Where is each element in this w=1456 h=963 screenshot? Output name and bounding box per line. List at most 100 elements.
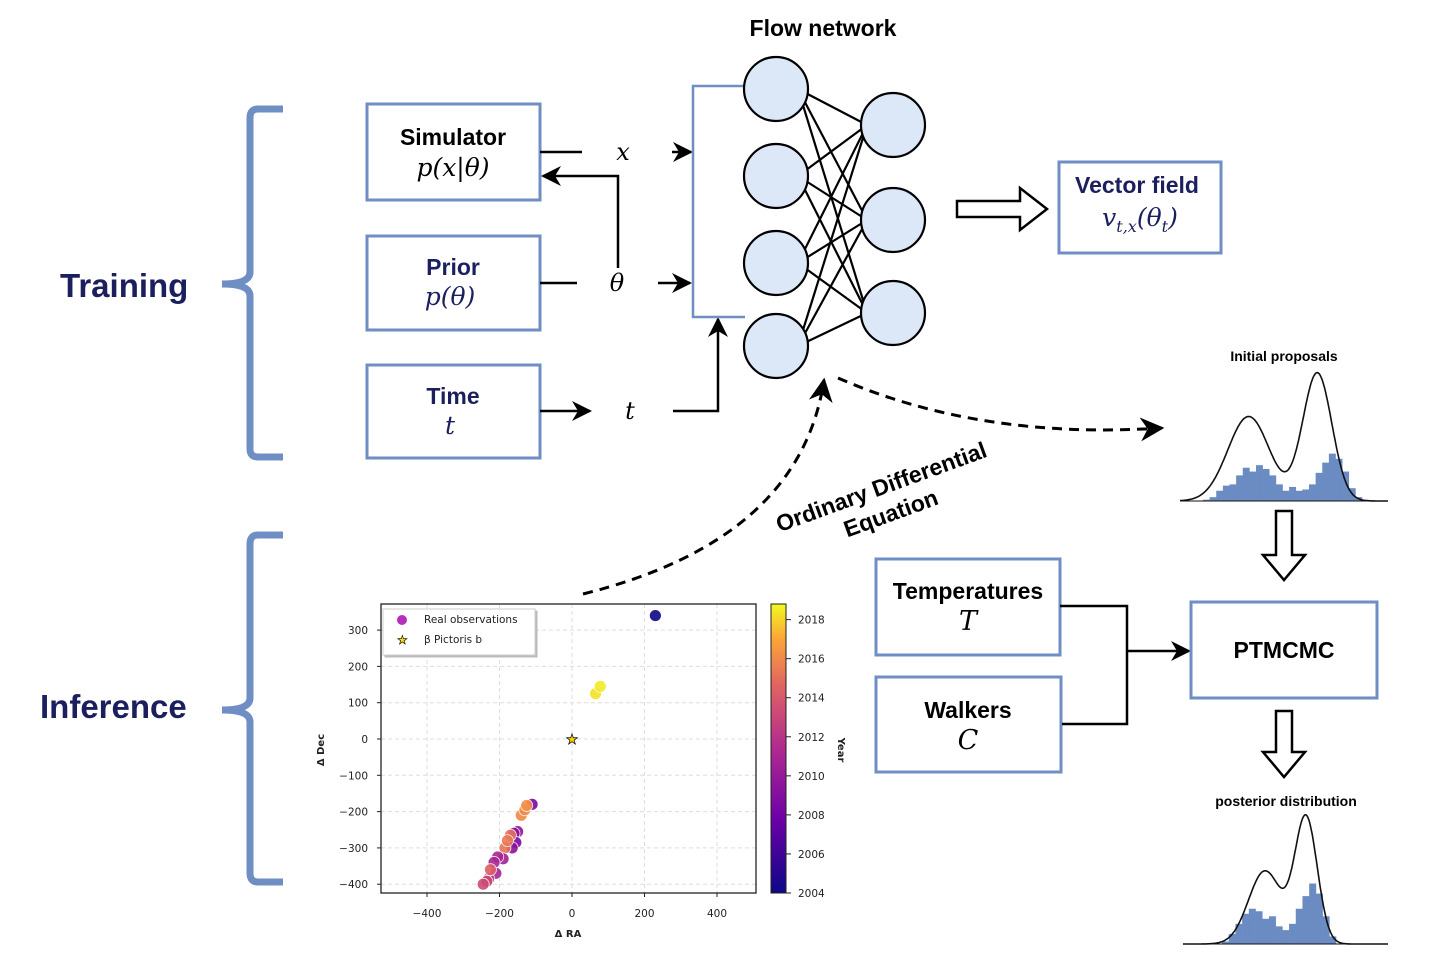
histogram-bar (1242, 467, 1250, 501)
histogram-bar (1222, 485, 1230, 501)
network-edge (797, 88, 868, 221)
network-edge (796, 88, 869, 314)
histogram-bar (1275, 926, 1283, 944)
x-tick-label: 0 (569, 908, 576, 920)
network-edge (797, 124, 868, 264)
y-tick-label: 0 (361, 734, 368, 746)
network-edge (797, 175, 868, 221)
x-tick-label: −400 (413, 908, 442, 920)
x-tick-label: 400 (707, 908, 727, 920)
histogram-bar (1242, 913, 1250, 944)
svg-text:p(θ): p(θ) (425, 282, 476, 311)
svg-text:t: t (445, 411, 456, 440)
inference-label: Inference (40, 688, 187, 725)
simulator-box: Simulator p(x|θ) (365, 102, 542, 202)
histogram-bar (1309, 484, 1316, 501)
svg-text:PTMCMC: PTMCMC (1234, 637, 1335, 663)
observation-point (476, 877, 490, 891)
theta-symbol: θ (610, 269, 625, 297)
colorbar-tick-label: 2008 (798, 810, 825, 822)
colorbar-tick-label: 2014 (798, 693, 825, 705)
x-symbol: x (616, 138, 630, 166)
observation-point (520, 799, 534, 812)
observation-point (648, 609, 662, 622)
network-edge (797, 262, 868, 314)
input-node (742, 229, 810, 297)
observation-point (593, 679, 607, 693)
ptmcmc-box: PTMCMC (1189, 600, 1379, 700)
histogram-bar (1302, 896, 1310, 944)
inference-brace (221, 531, 283, 886)
legend: Real observations ★ β Pictoris b (382, 608, 536, 656)
x-tick-label: −200 (485, 908, 514, 920)
svg-text:C: C (958, 725, 979, 756)
prior-box: Prior p(θ) (365, 234, 542, 332)
y-tick-label: −400 (339, 879, 368, 891)
flow-network (742, 55, 927, 380)
histogram-bar (1249, 471, 1257, 501)
colorbar-tick-label: 2006 (798, 849, 825, 861)
histogram-bar (1302, 489, 1310, 501)
network-edge (797, 219, 868, 347)
histogram-bar (1322, 916, 1330, 944)
svg-text:Temperatures: Temperatures (893, 578, 1043, 604)
input-node (742, 55, 810, 123)
input-connectors (540, 142, 728, 421)
histogram-bar (1295, 908, 1303, 944)
histogram-bar (1309, 883, 1317, 944)
input-bracket (691, 84, 745, 319)
posterior-title: posterior distribution (1215, 793, 1357, 809)
y-tick-label: 300 (348, 625, 368, 637)
density-curve (1180, 371, 1388, 502)
time-box: Time t (365, 363, 542, 460)
walkers-box: Walkers C (874, 675, 1063, 774)
legend-beta-pictoris: β Pictoris b (424, 634, 482, 646)
y-tick-label: −200 (339, 807, 368, 819)
histogram-bar (1216, 490, 1224, 501)
training-label: Training (60, 267, 188, 304)
svg-text:Vector field: Vector field (1075, 172, 1199, 198)
histogram-bar (1282, 490, 1290, 501)
network-edge (797, 124, 868, 177)
histogram-bar (1315, 893, 1323, 944)
histogram-bar (1262, 918, 1270, 944)
histogram-bar (1203, 499, 1210, 501)
svg-text:p(x|θ): p(x|θ) (416, 153, 489, 183)
hidden-node (859, 186, 927, 254)
network-edge (797, 219, 868, 264)
colorbar-tick-label: 2010 (798, 771, 825, 783)
histogram-bar (1329, 936, 1337, 944)
beta-pictoris-star-icon: ★ (566, 732, 579, 748)
initial-proposals-title: Initial proposals (1230, 348, 1338, 364)
histogram-bar (1282, 930, 1290, 944)
hollow-arrow-down-icon (1260, 509, 1308, 582)
plot-frame (380, 603, 757, 894)
training-brace (221, 105, 283, 461)
ode-label: Ordinary Differential Equation (772, 437, 990, 543)
svg-text:Time: Time (426, 383, 479, 409)
legend-real-observations: Real observations (424, 614, 518, 626)
posterior-histogram (1183, 814, 1388, 945)
histogram-bar (1222, 941, 1230, 944)
histogram-bar (1256, 465, 1263, 501)
histogram-bar (1322, 462, 1330, 501)
temperatures-box: Temperatures T (874, 557, 1062, 657)
initial-proposals-histogram (1180, 371, 1388, 502)
svg-text:Simulator: Simulator (400, 124, 506, 150)
observation-point (484, 863, 497, 877)
density-curve (1183, 814, 1388, 945)
dashed-arrow-to-proposals (837, 376, 1165, 442)
histogram-bar (1235, 923, 1243, 944)
histogram-bar (1289, 486, 1297, 501)
svg-text:vt,x(θt): vt,x(θt) (1102, 203, 1178, 236)
network-edge (797, 312, 868, 347)
histogram-bar (1275, 484, 1283, 501)
colorbar-tick-label: 2018 (798, 615, 825, 627)
network-edge (797, 175, 868, 314)
scatter-plot: ★ Real observations ★ β Pictoris b Δ RA … (316, 603, 846, 940)
histogram-bar (1248, 908, 1256, 944)
svg-text:Prior: Prior (426, 254, 480, 280)
y-tick-label: 200 (348, 661, 368, 673)
legend-star-icon: ★ (397, 633, 408, 647)
